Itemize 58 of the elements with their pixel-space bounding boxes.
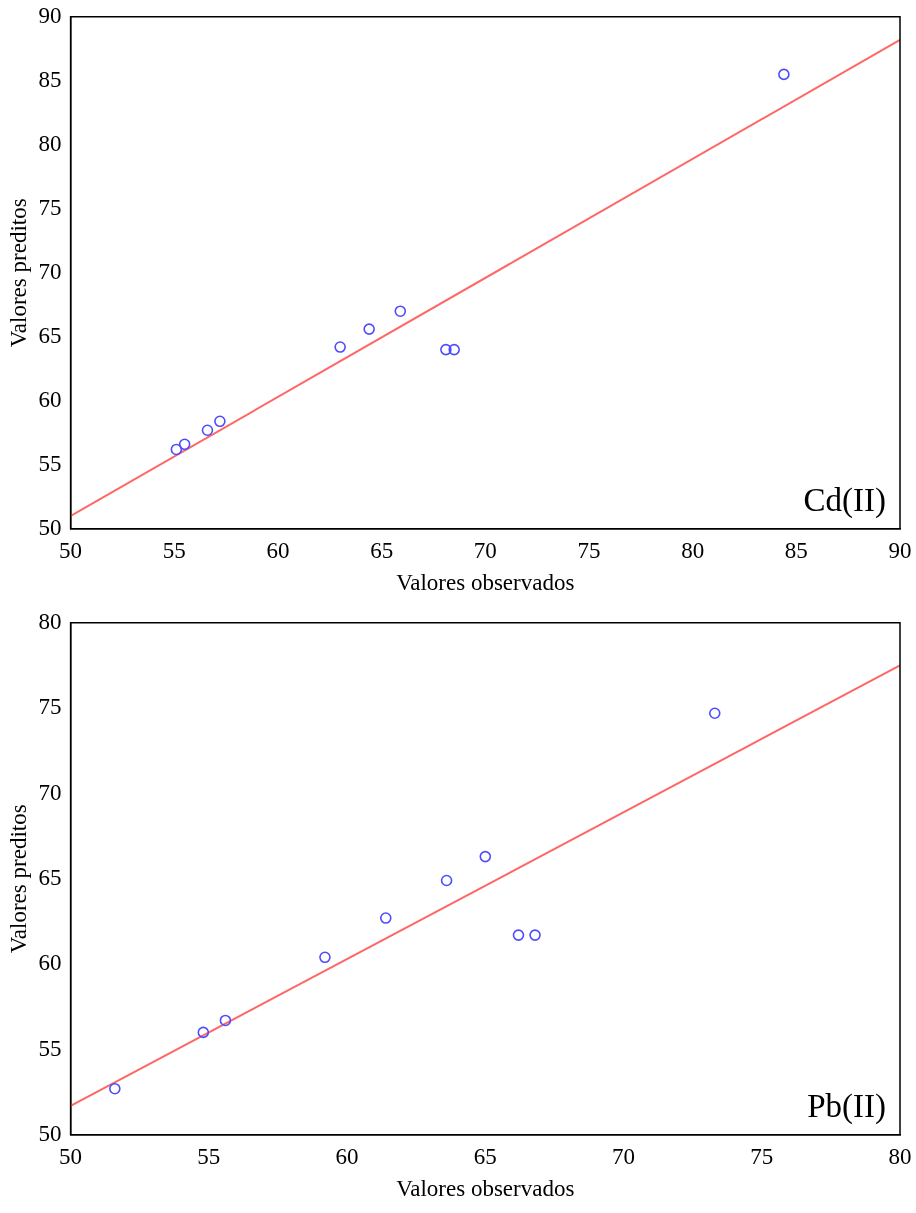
x-tick-label: 65 [473,1143,497,1169]
point [379,912,392,924]
point [512,929,525,941]
y-tick-label: 70 [38,258,62,284]
point [219,1014,232,1027]
annotation: Pb(II) [807,1087,886,1125]
x-tick-label: 50 [59,537,83,563]
y-tick-label: 50 [38,514,62,540]
x-axis-title: Valores observados [396,1176,575,1202]
x-tick-label: 90 [888,537,912,563]
y-axis-title: Valores preditos [5,804,31,954]
point [170,443,183,456]
point [440,874,453,887]
y-tick-label: 75 [38,694,62,720]
y-tick-label: 75 [38,194,62,220]
x-tick-label: 55 [162,537,186,563]
x-tick-label: 80 [888,1143,912,1169]
point [778,68,790,81]
point [201,424,214,437]
annotation: Cd(II) [803,481,886,519]
y-tick-label: 80 [38,608,62,634]
x-tick-label: 75 [750,1143,774,1169]
y-tick-label: 70 [38,779,62,805]
point [214,415,226,428]
x-tick-label: 60 [335,1143,359,1169]
point [334,341,346,353]
point [197,1026,210,1039]
x-tick-label: 50 [59,1143,83,1169]
x-tick-label: 70 [612,1143,636,1169]
y-tick-label: 55 [38,450,62,476]
x-tick-label: 65 [370,537,394,563]
y-tick-label: 90 [38,2,62,28]
x-tick-label: 75 [577,537,601,563]
y-tick-label: 50 [38,1120,62,1146]
y-tick-label: 65 [38,864,62,890]
point [178,438,191,451]
y-tick-label: 85 [38,66,62,92]
point [440,343,452,356]
point [448,343,460,356]
y-tick-label: 80 [38,130,62,156]
y-tick-label: 60 [38,386,62,412]
y-tick-label: 60 [38,950,62,976]
point [394,305,407,317]
point [479,850,492,863]
y-tick-label: 65 [38,322,62,348]
point [109,1082,121,1095]
x-tick-label: 55 [197,1143,221,1169]
x-tick-label: 70 [473,537,497,563]
x-tick-label: 60 [266,537,290,563]
y-tick-label: 55 [38,1035,62,1061]
point [708,707,721,720]
point [363,323,375,335]
x-axis-title: Valores observados [396,570,575,596]
y-axis-title: Valores preditos [5,198,31,348]
point [529,929,541,941]
x-tick-label: 85 [784,537,808,563]
x-tick-label: 80 [681,537,705,563]
point [319,951,331,964]
